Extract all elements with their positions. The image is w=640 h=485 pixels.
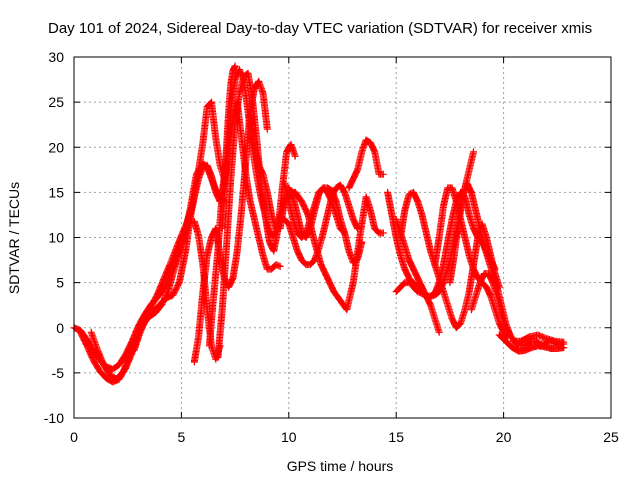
series-arc-12 (285, 188, 387, 314)
y-tick-label: 25 (48, 94, 64, 110)
x-tick-label: 20 (496, 429, 512, 445)
x-tick-label: 0 (70, 429, 78, 445)
series-markers (495, 331, 568, 355)
y-axis-label: SDTVAR / TECUs (6, 182, 22, 294)
x-tick-label: 5 (178, 429, 186, 445)
series-arc-21 (495, 331, 568, 355)
y-tick-label: 30 (48, 49, 64, 65)
data-points (70, 62, 568, 386)
x-tick-label: 15 (388, 429, 404, 445)
x-tick-label: 25 (603, 429, 619, 445)
series-markers (218, 62, 239, 232)
x-axis-label: GPS time / hours (287, 458, 394, 474)
y-tick-label: 5 (56, 275, 64, 291)
series-markers (508, 331, 568, 346)
y-tick-label: -5 (52, 365, 65, 381)
plot-frame (73, 56, 612, 419)
series-arc-13 (345, 136, 387, 192)
series-arc-7 (214, 69, 299, 361)
y-tick-label: 10 (48, 230, 64, 246)
series-markers (214, 69, 299, 361)
y-tick-label: 15 (48, 184, 64, 200)
y-tick-label: -10 (44, 410, 64, 426)
series-arc-11 (276, 181, 361, 269)
series-arc-22 (508, 331, 568, 346)
series-arc-8 (218, 62, 239, 232)
x-tick-label: 10 (281, 429, 297, 445)
series-markers (285, 188, 387, 314)
series-markers (276, 181, 361, 269)
chart-title: Day 101 of 2024, Sidereal Day-to-day VTE… (48, 20, 592, 37)
y-tick-label: 20 (48, 139, 64, 155)
series-markers (345, 136, 387, 192)
y-tick-label: 0 (56, 320, 64, 336)
